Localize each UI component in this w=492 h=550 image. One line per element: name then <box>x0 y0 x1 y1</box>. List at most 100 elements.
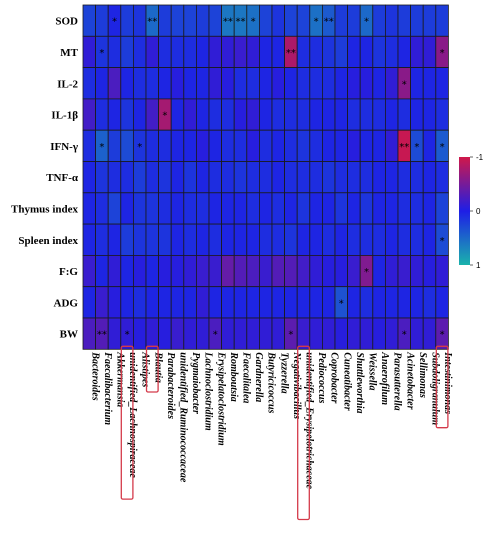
heatmap-cell <box>170 192 185 225</box>
heatmap-cell <box>309 161 323 194</box>
heatmap-cell <box>183 129 197 162</box>
heatmap-cell <box>95 254 109 288</box>
heatmap-cell <box>422 223 437 256</box>
heatmap-cell <box>284 286 298 319</box>
heatmap-cell <box>170 67 185 100</box>
heatmap-cell <box>195 161 210 194</box>
heatmap-cell <box>309 254 323 288</box>
heatmap-cell <box>321 67 336 100</box>
significance-star: ** <box>324 17 334 28</box>
heatmap-cell <box>107 161 122 194</box>
heatmap-cell <box>321 192 336 225</box>
significance-star: ** <box>97 330 107 341</box>
heatmap-cell <box>132 35 147 68</box>
heatmap-cell <box>195 286 210 319</box>
heatmap-cell <box>271 223 286 256</box>
heatmap-cell <box>359 161 374 194</box>
heatmap-cell <box>422 161 437 194</box>
heatmap-cell <box>208 67 223 100</box>
heatmap-cell <box>221 254 235 288</box>
heatmap-cell <box>82 254 97 288</box>
heatmap-cell <box>120 98 134 131</box>
heatmap-cell <box>321 35 336 68</box>
heatmap-cell <box>410 286 424 319</box>
heatmap-cell <box>208 254 223 288</box>
heatmap-cell <box>82 192 97 225</box>
heatmap-cell <box>120 192 134 225</box>
heatmap-cell <box>435 161 449 194</box>
heatmap-cell <box>359 98 374 131</box>
column-label: Gardnerella <box>253 352 264 402</box>
column-label: Tyzzerella <box>278 352 289 393</box>
heatmap-cell <box>132 192 147 225</box>
heatmap-cell <box>359 223 374 256</box>
heatmap-cell <box>271 67 286 100</box>
heatmap-cell <box>208 98 223 131</box>
heatmap-cell <box>221 223 235 256</box>
heatmap-cell <box>258 254 273 288</box>
heatmap-cell <box>384 223 399 256</box>
column-label: Cuneatibacter <box>341 352 352 410</box>
heatmap-cell <box>284 254 298 288</box>
heatmap-cell <box>183 35 197 68</box>
heatmap-cell <box>384 67 399 100</box>
significance-star: ** <box>399 142 409 153</box>
column-label: Faecalitalea <box>241 351 252 403</box>
row-label: IFN-γ <box>50 141 78 153</box>
heatmap-cell <box>82 223 97 256</box>
heatmap-cell <box>321 161 336 194</box>
colorbar: -1 0 1 <box>459 153 484 270</box>
heatmap-cell <box>334 67 349 100</box>
heatmap-cell <box>309 67 323 100</box>
heatmap-cell <box>195 223 210 256</box>
heatmap-cell <box>233 35 248 68</box>
heatmap-cell <box>208 35 223 68</box>
significance-star: ** <box>147 17 157 28</box>
heatmap-cell <box>183 317 197 350</box>
heatmap-cell <box>183 192 197 225</box>
heatmap-cell <box>132 98 147 131</box>
heatmap-cell <box>359 35 374 68</box>
heatmap-cell <box>107 286 122 319</box>
heatmap-cell <box>120 129 134 162</box>
heatmap-cell <box>158 161 172 194</box>
heatmap-cell <box>107 67 122 100</box>
heatmap-cell <box>145 317 160 350</box>
heatmap-cell <box>347 129 361 162</box>
heatmap-cell <box>170 254 185 288</box>
heatmap-cell <box>233 254 248 288</box>
heatmap-cell <box>359 192 374 225</box>
heatmap-cell <box>183 223 197 256</box>
heatmap-cell <box>284 129 298 162</box>
heatmap-cell <box>296 254 311 288</box>
heatmap-cell <box>334 98 349 131</box>
heatmap-cell <box>258 192 273 225</box>
heatmap-cell <box>132 286 147 319</box>
significance-star: * <box>364 17 369 28</box>
heatmap-cell <box>435 317 449 350</box>
heatmap-cell <box>183 254 197 288</box>
heatmap-cell <box>145 35 160 68</box>
heatmap-cell <box>296 192 311 225</box>
heatmap-cell <box>397 35 412 68</box>
heatmap-cell <box>246 317 260 350</box>
heatmap-cell <box>372 223 386 256</box>
row-label: TNF-α <box>46 172 79 184</box>
heatmap-cell <box>384 192 399 225</box>
heatmap-cell <box>208 286 223 319</box>
heatmap-cell <box>284 223 298 256</box>
heatmap-cell <box>309 317 323 350</box>
heatmap-cell <box>158 317 172 350</box>
heatmap-cell <box>170 286 185 319</box>
heatmap-cell <box>321 286 336 319</box>
column-label: Bacteroides <box>89 351 100 400</box>
heatmap-cell <box>372 192 386 225</box>
heatmap-cell <box>347 317 361 350</box>
heatmap-cell <box>233 161 248 194</box>
highlight-box <box>145 345 159 393</box>
heatmap-cell <box>233 286 248 319</box>
heatmap-cell <box>145 98 160 131</box>
heatmap-cell <box>334 129 349 162</box>
heatmap-cell <box>334 4 349 37</box>
